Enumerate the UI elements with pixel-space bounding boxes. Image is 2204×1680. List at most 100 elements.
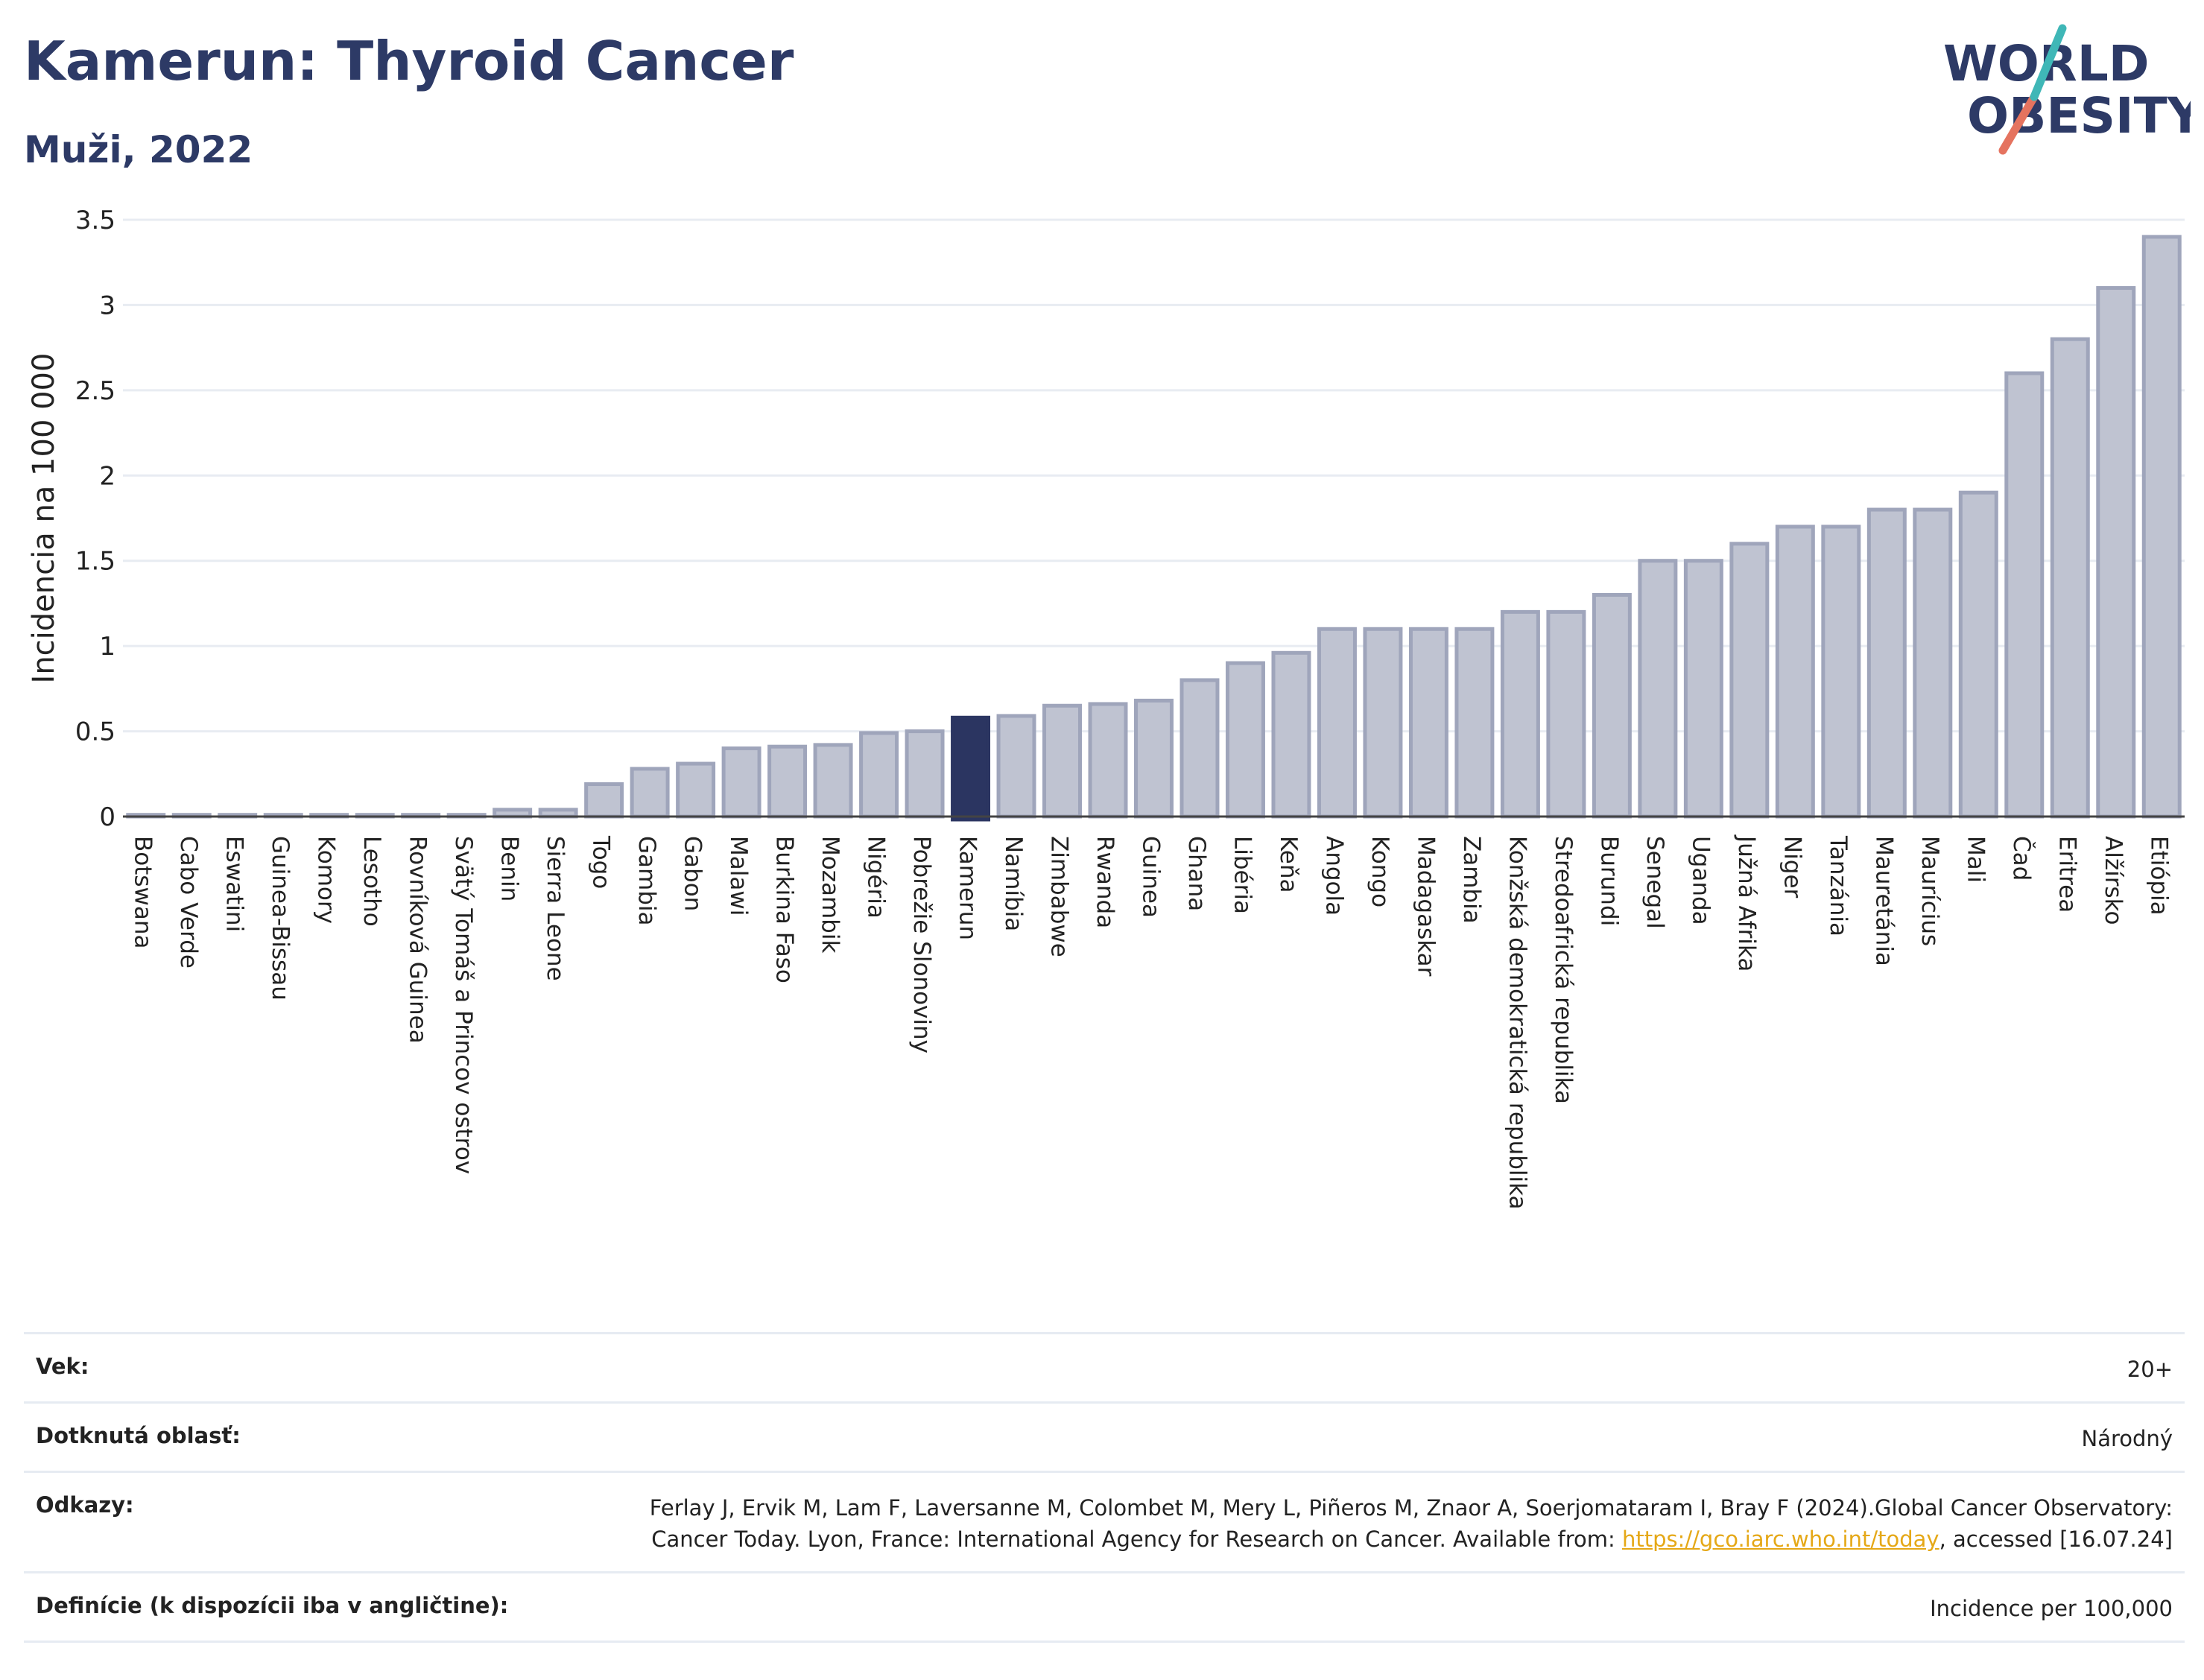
x-tick-label: Malawi xyxy=(725,836,752,916)
x-tick-label: Eswatini xyxy=(221,836,248,932)
x-tick-label: Stredoafrická republika xyxy=(1550,836,1577,1104)
info-row-age: Vek: 20+ xyxy=(24,1332,2185,1401)
x-tick-label: Konžská demokratická republika xyxy=(1504,836,1530,1210)
x-tick-label: Gabon xyxy=(680,836,706,911)
bar xyxy=(1134,698,1174,819)
x-tick-label: Maurícius xyxy=(1916,836,1943,946)
x-tick-label: Rovníková Guinea xyxy=(405,836,431,1044)
bar xyxy=(1317,627,1357,819)
y-tick-label: 3.5 xyxy=(75,206,115,235)
bar xyxy=(859,731,899,819)
info-table: Vek: 20+ Dotknutá oblasť: Národný Odkazy… xyxy=(24,1332,2185,1643)
x-tick-label: Togo xyxy=(588,835,615,889)
x-tick-label: Benin xyxy=(496,836,523,901)
bar xyxy=(1729,542,1770,819)
x-tick-label: Namíbia xyxy=(1000,836,1027,931)
x-tick-label: Eritrea xyxy=(2053,836,2080,913)
bar xyxy=(1592,592,1632,819)
x-tick-label: Kamerun xyxy=(954,836,981,940)
references-link[interactable]: https://gco.iarc.who.int/today xyxy=(1621,1527,1939,1553)
x-tick-label: Zambia xyxy=(1458,836,1485,924)
bar xyxy=(1042,703,1083,819)
x-tick-label: Sierra Leone xyxy=(542,836,569,981)
x-tick-label: Libéria xyxy=(1229,836,1255,914)
bar xyxy=(905,729,945,819)
bar xyxy=(2050,337,2090,819)
x-tick-label: Pobrežie Slonoviny xyxy=(908,836,935,1053)
bar xyxy=(1225,661,1265,819)
bar xyxy=(1866,507,1907,819)
x-tick-label: Svätý Tomáš a Princov ostrov xyxy=(450,836,477,1174)
bar xyxy=(1546,609,1586,819)
x-tick-label: Komory xyxy=(313,836,340,924)
x-tick-label: Etiópia xyxy=(2145,836,2172,916)
bar xyxy=(1271,650,1311,819)
y-axis-label: Incidencia na 100 000 xyxy=(27,353,61,684)
world-obesity-logo: WORLD OBESITY xyxy=(1943,24,2191,155)
bar xyxy=(721,746,761,819)
x-tick-label: Tanzánia xyxy=(1825,835,1852,936)
bar xyxy=(1913,507,1953,819)
logo-slash-upper xyxy=(2030,24,2067,101)
logo-text-obesity: OBESITY xyxy=(1967,87,2191,145)
references-label: Odkazy: xyxy=(36,1492,134,1518)
info-row-definitions: Definície (k dispozícii iba v angličtine… xyxy=(24,1571,2185,1643)
bar xyxy=(1088,702,1128,819)
x-tick-label: Rwanda xyxy=(1092,836,1118,928)
bar xyxy=(996,714,1036,819)
x-tick-label: Uganda xyxy=(1687,836,1714,925)
chart-title: Kamerun: Thyroid Cancer xyxy=(24,30,794,92)
x-tick-label: Ghana xyxy=(1183,836,1210,911)
chart-subtitle: Muži, 2022 xyxy=(24,128,253,171)
y-tick-label: 1.5 xyxy=(75,547,115,577)
x-tick-label: Niger xyxy=(1779,836,1805,898)
x-tick-label: Južná Afrika xyxy=(1733,834,1760,971)
y-tick-label: 2.5 xyxy=(75,376,115,406)
y-tick-label: 0 xyxy=(99,802,115,832)
bar xyxy=(2141,235,2182,819)
bar-chart: 0 0.5 1 1.5 2 2.5 3 3.5 Incidencia na 100 000 Bot… xyxy=(27,206,2185,1210)
bar xyxy=(1638,559,1678,819)
x-tick-label: Nigéria xyxy=(863,836,890,919)
bar xyxy=(676,761,716,819)
x-tick-label: Botswana xyxy=(130,836,156,949)
references-tail: , accessed [16.07.24] xyxy=(1939,1527,2173,1553)
info-row-references: Odkazy: Ferlay J, Ervik M, Lam F, Lavers… xyxy=(24,1471,2185,1571)
x-tick-label: Guinea xyxy=(1138,836,1165,918)
x-tick-label: Mozambik xyxy=(817,836,843,953)
x-tick-label: Burundi xyxy=(1595,836,1622,926)
y-tick-label: 3 xyxy=(99,291,115,320)
x-tick-label: Burkina Faso xyxy=(771,836,798,983)
x-tick-label: Mali xyxy=(1962,836,1989,883)
y-tick-label: 1 xyxy=(99,632,115,662)
y-tick-label: 0.5 xyxy=(75,717,115,747)
x-tick-label: Keňa xyxy=(1275,836,1302,893)
x-tick-label: Guinea-Bissau xyxy=(267,836,294,1001)
age-label: Vek: xyxy=(36,1354,89,1379)
x-tick-label: Zimbabwe xyxy=(1046,836,1073,957)
definitions-value: Incidence per 100,000 xyxy=(1930,1596,2173,1622)
x-tick-label: Mauretánia xyxy=(1870,836,1897,966)
references-text: Ferlay J, Ervik M, Lam F, Laversanne M, … xyxy=(649,1495,2173,1553)
x-tick-label: Madagaskar xyxy=(1412,836,1439,977)
bar xyxy=(767,744,808,819)
x-tick-label: Lesotho xyxy=(358,836,385,927)
area-label: Dotknutá oblasť: xyxy=(36,1423,241,1449)
x-tick-label: Angola xyxy=(1320,836,1347,916)
x-tick-label: Alžírsko xyxy=(2100,836,2127,925)
info-row-area: Dotknutá oblasť: Národný xyxy=(24,1401,2185,1471)
logo-slash-lower xyxy=(1998,92,2039,155)
bar xyxy=(1454,627,1495,819)
bar xyxy=(1500,609,1540,819)
area-value: Národný xyxy=(2081,1426,2173,1452)
bar xyxy=(1958,490,1998,819)
bar xyxy=(1821,524,1861,819)
definitions-label: Definície (k dispozícii iba v angličtine… xyxy=(36,1593,509,1619)
bar xyxy=(1775,524,1815,819)
bar xyxy=(584,782,624,819)
bar xyxy=(630,767,670,819)
x-tick-label: Gambia xyxy=(633,836,660,926)
bar xyxy=(2096,286,2136,819)
x-tick-label: Kongo xyxy=(1367,836,1393,907)
bar xyxy=(1408,627,1448,819)
